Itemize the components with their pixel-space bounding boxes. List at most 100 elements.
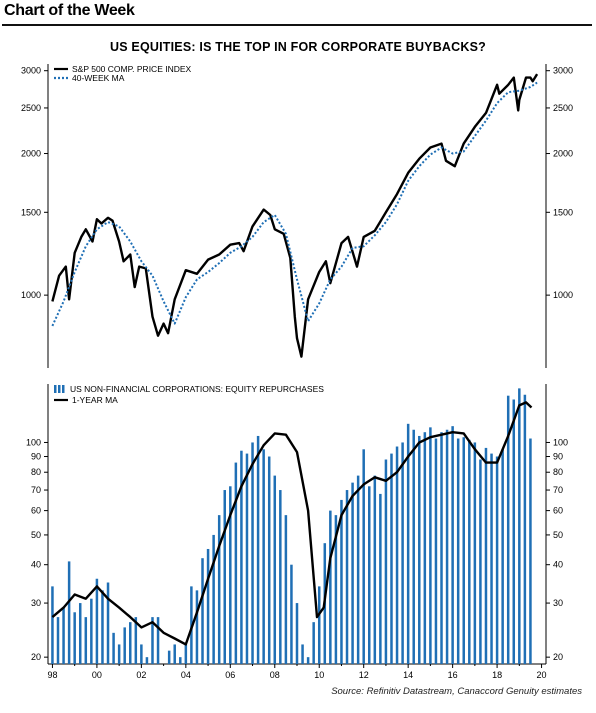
legend-label-line: 1-YEAR MA	[72, 395, 118, 405]
x-tick-label: 10	[314, 670, 324, 680]
y-tick-label-right: 90	[553, 452, 563, 462]
y-tick-label-left: 30	[31, 598, 41, 608]
repurchase-bar	[329, 510, 332, 664]
repurchase-bar	[67, 561, 71, 664]
repurchase-bar	[234, 462, 238, 664]
header-title: Chart of the Week	[4, 2, 135, 19]
ma-dotted-line	[51, 81, 538, 327]
y-tick-label-right: 2500	[553, 103, 573, 113]
header-rule	[2, 24, 592, 26]
repurchase-bar	[134, 617, 138, 664]
repurchase-bar	[390, 453, 393, 664]
y-tick-label-left: 70	[31, 485, 41, 495]
repurchase-bar	[290, 564, 293, 664]
repurchase-bar	[362, 449, 365, 664]
y-tick-label-right: 100	[553, 437, 568, 447]
repurchase-bar	[90, 598, 93, 664]
repurchase-bar	[529, 438, 532, 664]
y-tick-label-left: 40	[31, 560, 41, 570]
y-tick-label-right: 20	[553, 652, 563, 662]
x-tick-label: 04	[181, 670, 191, 680]
repurchase-bar	[106, 582, 110, 664]
repurchase-bar	[140, 644, 143, 664]
repurchase-bar	[406, 423, 410, 664]
x-tick-label: 12	[359, 670, 369, 680]
y-tick-label-right: 40	[553, 560, 563, 570]
x-tick-label: 00	[92, 670, 102, 680]
repurchase-bar	[184, 644, 188, 664]
repurchase-bar	[373, 475, 377, 664]
y-tick-label-left: 60	[31, 506, 41, 516]
repurchase-bar	[223, 490, 226, 664]
repurchase-bar	[490, 453, 493, 664]
y-tick-label-left: 50	[31, 530, 41, 540]
repurchase-bar	[506, 395, 510, 664]
repurchase-bar	[445, 429, 449, 664]
y-tick-label-right: 50	[553, 530, 563, 540]
repurchase-bar	[101, 590, 104, 664]
legend-label-bars: US NON-FINANCIAL CORPORATIONS: EQUITY RE…	[70, 384, 324, 394]
chart-title: US EQUITIES: IS THE TOP IN FOR CORPORATE…	[109, 40, 486, 54]
y-tick-label-left: 80	[31, 467, 41, 477]
repurchase-bar	[267, 456, 271, 664]
repurchase-bar	[78, 603, 82, 664]
legend-swatch-bars	[58, 385, 61, 393]
repurchase-bar	[51, 586, 54, 664]
repurchase-bar	[345, 490, 349, 664]
repurchase-bar	[167, 650, 171, 664]
repurchase-bar	[240, 450, 243, 664]
repurchase-bar	[440, 432, 443, 664]
legend-label-line: S&P 500 COMP. PRICE INDEX	[72, 64, 192, 74]
y-tick-label-left: 1500	[21, 207, 41, 217]
repurchase-bar	[206, 548, 210, 664]
legend-swatch-bars	[54, 385, 57, 393]
repurchase-bar	[229, 486, 232, 664]
repurchase-bar	[84, 617, 88, 664]
repurchase-bar	[468, 439, 471, 664]
repurchase-bar	[117, 644, 121, 664]
repurchase-bar	[295, 603, 299, 664]
repurchase-bar	[251, 442, 254, 664]
repurchase-bar	[495, 456, 499, 664]
y-tick-label-left: 3000	[21, 66, 41, 76]
legend-label-line: 40-WEEK MA	[72, 73, 125, 83]
repurchase-bar	[484, 447, 488, 664]
repurchase-bar	[173, 644, 176, 664]
repurchase-bar	[434, 438, 438, 664]
repurchase-bar	[217, 515, 221, 664]
repurchase-bar	[523, 394, 527, 664]
repurchase-bar	[273, 475, 277, 664]
y-tick-label-right: 70	[553, 485, 563, 495]
repurchase-bar	[451, 426, 454, 664]
repurchase-bar	[212, 534, 215, 664]
y-tick-label-right: 30	[553, 598, 563, 608]
y-tick-label-left: 90	[31, 452, 41, 462]
y-tick-label-right: 60	[553, 506, 563, 516]
repurchase-bar	[156, 617, 160, 664]
y-tick-label-left: 1000	[21, 290, 41, 300]
repurchase-bar	[179, 657, 182, 664]
repurchase-bar	[195, 590, 199, 664]
repurchase-bar	[73, 612, 76, 664]
y-tick-label-left: 2500	[21, 103, 41, 113]
repurchase-bar	[512, 399, 516, 664]
x-tick-label: 20	[537, 670, 547, 680]
repurchase-bar	[129, 622, 132, 664]
x-tick-label: 98	[47, 670, 57, 680]
repurchase-bar	[429, 427, 432, 664]
y-tick-label-right: 80	[553, 467, 563, 477]
repurchase-bar	[401, 442, 404, 664]
y-tick-label-right: 3000	[553, 66, 573, 76]
x-tick-label: 14	[403, 670, 413, 680]
repurchase-bar	[317, 586, 321, 664]
x-tick-label: 08	[270, 670, 280, 680]
x-tick-label: 06	[225, 670, 235, 680]
repurchase-bar	[284, 515, 288, 664]
x-tick-label: 02	[136, 670, 146, 680]
repurchase-bar	[301, 644, 304, 664]
repurchase-bar	[262, 449, 265, 664]
repurchase-bar	[112, 632, 115, 664]
repurchase-bar	[351, 482, 354, 664]
repurchase-bar	[279, 490, 282, 664]
repurchase-bar	[256, 435, 260, 664]
